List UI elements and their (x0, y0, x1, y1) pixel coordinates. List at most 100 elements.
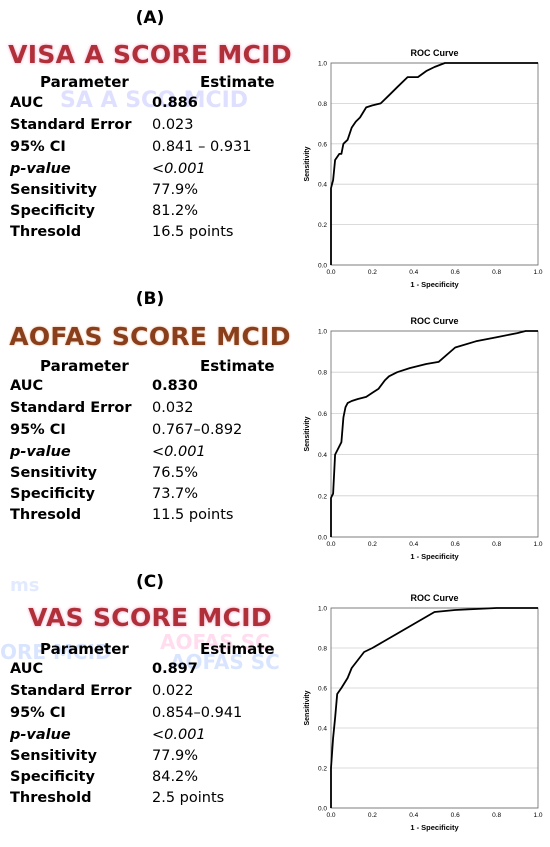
x-axis-label: 1 - Specificity (410, 280, 459, 289)
row-value: 0.023 (152, 117, 194, 133)
x-tick-label: 0.8 (492, 812, 501, 819)
roc-chart-c: ROC Curve 0.0 0.2 0.4 0.6 0.8 1.0 0.0 0.2 0.4 0.6 0… (295, 590, 550, 842)
roc-curve-line (330, 62, 538, 265)
parameter-header: Parameter (40, 73, 129, 91)
roc-chart-svg: ROC Curve 0.0 0.2 0.4 0.6 0.8 1.0 0.0 0.2 0.4 0.6 0… (304, 593, 543, 832)
y-axis-label: Sensitivity (304, 690, 311, 725)
y-tick-label: 0.0 (318, 535, 327, 542)
row-label: Sensitivity (10, 748, 97, 764)
row-value: 0.841 – 0.931 (152, 139, 252, 155)
y-tick-label: 0.6 (318, 686, 327, 693)
parameter-header: Parameter (40, 357, 129, 375)
y-axis-label: Sensitivity (304, 416, 311, 451)
row-label: Specificity (10, 203, 95, 219)
row-value: <0.001 (152, 444, 206, 460)
row-value: 0.886 (152, 95, 198, 111)
x-tick-label: 0.6 (451, 812, 460, 819)
row-label: p-value (10, 444, 71, 460)
row-value: 16.5 points (152, 224, 234, 240)
row-value: 77.9% (152, 748, 199, 764)
y-tick-label: 0.0 (318, 806, 327, 813)
row-value: <0.001 (152, 161, 206, 177)
chart-title: ROC Curve (410, 316, 458, 326)
row-label: Standard Error (10, 400, 132, 416)
row-label: Thresold (10, 224, 82, 240)
row-label: p-value (10, 161, 71, 177)
y-tick-label: 1.0 (318, 606, 327, 613)
y-tick-label: 0.8 (318, 101, 327, 108)
plot-frame (330, 62, 539, 266)
panel-label: (A) (135, 8, 165, 28)
x-tick-label: 1.0 (533, 541, 542, 548)
row-label: 95% CI (10, 422, 66, 438)
y-tick-label: 0.4 (318, 726, 327, 733)
y-tick-label: 0.8 (318, 646, 327, 653)
panel-label: (B) (135, 289, 165, 309)
row-label: Standard Error (10, 683, 132, 699)
row-value: 0.032 (152, 400, 194, 416)
x-tick-label: 0.0 (326, 812, 335, 819)
x-tick-label: 0.4 (409, 812, 418, 819)
y-axis-label: Sensitivity (304, 146, 311, 181)
row-label: AUC (10, 95, 44, 111)
row-value: <0.001 (152, 727, 206, 743)
x-axis-label: 1 - Specificity (410, 823, 459, 832)
y-tick-label: 1.0 (318, 329, 327, 336)
row-value: 2.5 points (152, 790, 225, 806)
estimate-header: Estimate (200, 640, 275, 658)
y-tick-label: 0.2 (318, 222, 327, 229)
row-label: Sensitivity (10, 465, 97, 481)
estimate-header: Estimate (200, 357, 275, 375)
row-label: Specificity (10, 769, 95, 785)
row-value: 84.2% (152, 769, 199, 785)
x-tick-label: 0.8 (492, 269, 501, 276)
chart-title: ROC Curve (410, 48, 458, 58)
row-label: Specificity (10, 486, 95, 502)
row-label: 95% CI (10, 705, 66, 721)
x-tick-label: 0.8 (492, 541, 501, 548)
y-tick-label: 0.6 (318, 411, 327, 418)
roc-chart-a: ROC Curve 0.0 0.2 0.4 0.6 0.8 1.0 0.0 0.2 0.4 0.6 0… (295, 45, 550, 305)
x-tick-label: 1.0 (533, 269, 542, 276)
row-label: 95% CI (10, 139, 66, 155)
row-value: 81.2% (152, 203, 199, 219)
x-tick-label: 0.6 (451, 541, 460, 548)
estimate-header: Estimate (200, 73, 275, 91)
x-tick-label: 1.0 (533, 812, 542, 819)
y-tick-label: 0.2 (318, 493, 327, 500)
y-tick-label: 0.4 (318, 452, 327, 459)
plot-frame (330, 330, 539, 538)
x-tick-label: 0.2 (368, 812, 377, 819)
y-tick-label: 0.6 (318, 141, 327, 148)
row-value: 73.7% (152, 486, 199, 502)
x-tick-label: 0.0 (326, 269, 335, 276)
x-tick-label: 0.4 (409, 541, 418, 548)
y-tick-label: 0.4 (318, 182, 327, 189)
row-label: Sensitivity (10, 182, 97, 198)
plot-frame (330, 607, 539, 809)
roc-chart-svg: ROC Curve 0.0 0.2 0.4 0.6 0.8 1.0 0.0 0.2 0.4 0.6 0… (304, 316, 543, 561)
x-tick-label: 0.0 (326, 541, 335, 548)
score-title: VAS SCORE MCID (28, 603, 272, 632)
row-value: 0.854–0.941 (152, 705, 243, 721)
row-label: Thresold (10, 507, 82, 523)
row-label: Threshold (10, 790, 92, 806)
y-tick-label: 0.2 (318, 766, 327, 773)
roc-chart-b: ROC Curve 0.0 0.2 0.4 0.6 0.8 1.0 0.0 0.2 0.4 0.6 0… (295, 313, 550, 573)
chart-title: ROC Curve (410, 593, 458, 603)
y-tick-label: 1.0 (318, 61, 327, 68)
row-value: 0.830 (152, 378, 198, 394)
x-tick-label: 0.6 (451, 269, 460, 276)
roc-curve-line (330, 330, 538, 537)
y-tick-label: 0.8 (318, 370, 327, 377)
x-axis-label: 1 - Specificity (410, 552, 459, 561)
row-label: Standard Error (10, 117, 132, 133)
row-label: AUC (10, 378, 44, 394)
x-tick-label: 0.2 (368, 269, 377, 276)
parameter-header: Parameter (40, 640, 129, 658)
score-title: VISA A SCORE MCID (8, 40, 292, 69)
x-tick-label: 0.2 (368, 541, 377, 548)
roc-chart-svg: ROC Curve 0.0 0.2 0.4 0.6 0.8 1.0 0.0 0.2 0.4 0.6 0… (304, 48, 543, 289)
row-value: 0.767–0.892 (152, 422, 243, 438)
row-value: 11.5 points (152, 507, 234, 523)
